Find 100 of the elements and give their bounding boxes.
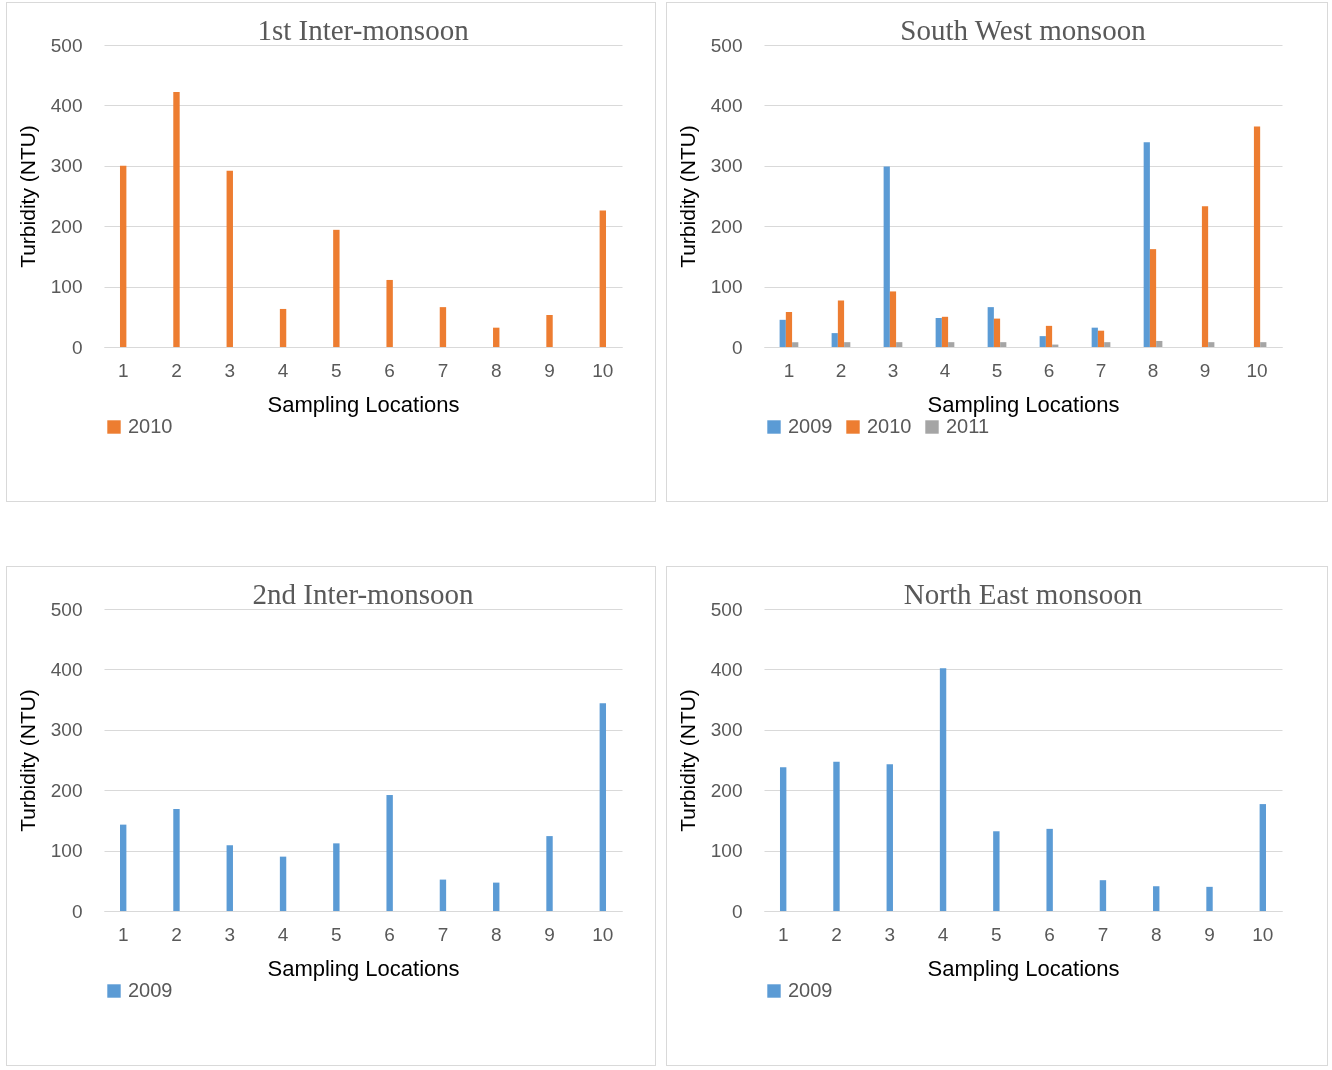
bar (1156, 340, 1163, 347)
chart-title: 2nd Inter-monsoon (252, 578, 474, 610)
bar (792, 342, 799, 347)
bar (173, 92, 180, 347)
bar (1000, 342, 1007, 347)
y-tick-label: 0 (731, 900, 743, 922)
bar (1208, 342, 1215, 347)
y-tick-label: 500 (50, 598, 83, 620)
bar (1206, 886, 1213, 911)
chart-title: 1st Inter-monsoon (257, 14, 470, 46)
legend-label: 2009 (788, 979, 833, 1001)
bar (896, 342, 903, 347)
bar (493, 882, 500, 911)
bar (993, 318, 1001, 347)
x-tick-label: 2 (831, 923, 842, 945)
x-tick-label: 3 (884, 923, 896, 945)
x-tick-label: 3 (224, 359, 236, 381)
bar (119, 165, 127, 347)
y-axis-title: Turbidity (NTU) (15, 689, 39, 832)
x-tick-label: 1 (117, 923, 129, 945)
y-tick-label: 0 (731, 336, 743, 358)
y-tick-label: 500 (50, 34, 83, 56)
bar (844, 342, 851, 347)
y-tick-label: 200 (50, 215, 83, 237)
y-tick-label: 0 (71, 900, 83, 922)
x-tick-label: 1 (777, 923, 789, 945)
y-tick-label: 0 (71, 336, 83, 358)
chart-title: North East monsoon (903, 578, 1143, 610)
x-axis-title: Sampling Locations (267, 955, 460, 981)
x-tick-label: 8 (1147, 359, 1159, 381)
y-tick-label: 400 (50, 94, 83, 116)
x-tick-label: 10 (1246, 359, 1268, 381)
x-axis-title: Sampling Locations (267, 391, 460, 417)
x-tick-label: 7 (437, 923, 449, 945)
x-tick-label: 2 (835, 359, 847, 381)
bar (837, 300, 845, 347)
y-tick-label: 400 (710, 658, 743, 680)
x-tick-label: 2 (171, 359, 182, 381)
bar (941, 316, 949, 347)
y-tick-label: 100 (50, 840, 83, 862)
y-tick-label: 300 (50, 155, 83, 177)
x-tick-label: 6 (384, 359, 395, 381)
x-tick-label: 4 (277, 359, 289, 381)
y-tick-label: 400 (50, 658, 83, 680)
bar (546, 314, 553, 347)
x-tick-label: 8 (490, 359, 502, 381)
y-axis-title: Turbidity (NTU) (675, 125, 699, 268)
bar (1046, 828, 1053, 911)
y-tick-label: 500 (710, 598, 743, 620)
y-tick-label: 300 (710, 719, 743, 741)
bar (439, 879, 447, 911)
y-tick-label: 400 (710, 94, 743, 116)
bar (1104, 342, 1111, 347)
bar (993, 831, 1000, 911)
legend-label: 2009 (128, 979, 173, 1001)
y-axis-title: Turbidity (NTU) (675, 689, 699, 832)
bar (987, 307, 994, 347)
x-tick-label: 9 (1199, 359, 1211, 381)
x-tick-label: 10 (1252, 923, 1274, 945)
bar (1097, 330, 1105, 347)
x-tick-label: 3 (224, 923, 236, 945)
bar (1153, 886, 1160, 911)
y-tick-label: 100 (710, 276, 743, 298)
x-tick-label: 5 (331, 359, 342, 381)
bar (1260, 342, 1267, 347)
bar (1259, 804, 1267, 911)
x-tick-label: 2 (171, 923, 182, 945)
x-tick-label: 6 (384, 923, 395, 945)
bar (546, 836, 553, 911)
bar (1253, 126, 1261, 347)
bar (948, 342, 955, 347)
x-axis-title: Sampling Locations (927, 955, 1120, 981)
x-tick-label: 9 (1204, 923, 1215, 945)
x-tick-label: 8 (1150, 923, 1162, 945)
bar (119, 824, 127, 911)
x-tick-label: 3 (887, 359, 899, 381)
chart-title: South West monsoon (900, 14, 1147, 46)
bar (1143, 142, 1150, 347)
x-tick-label: 6 (1044, 923, 1055, 945)
bar (599, 703, 607, 911)
y-axis-title: Turbidity (NTU) (15, 125, 39, 268)
bar (279, 308, 287, 347)
bar (1099, 880, 1107, 911)
bar (493, 327, 500, 347)
bar (226, 845, 233, 911)
bar (1149, 249, 1157, 347)
bar (1039, 336, 1046, 347)
x-tick-label: 9 (544, 923, 555, 945)
x-tick-label: 10 (592, 359, 614, 381)
bar (779, 319, 786, 347)
x-tick-label: 7 (1095, 359, 1107, 381)
bar (333, 229, 340, 347)
y-tick-label: 300 (50, 719, 83, 741)
y-tick-label: 200 (710, 779, 743, 801)
legend-label: 2010 (867, 415, 912, 437)
bar (1045, 325, 1053, 347)
x-tick-label: 4 (277, 923, 289, 945)
bar (779, 767, 787, 911)
bar (386, 279, 393, 347)
y-tick-label: 500 (710, 34, 743, 56)
